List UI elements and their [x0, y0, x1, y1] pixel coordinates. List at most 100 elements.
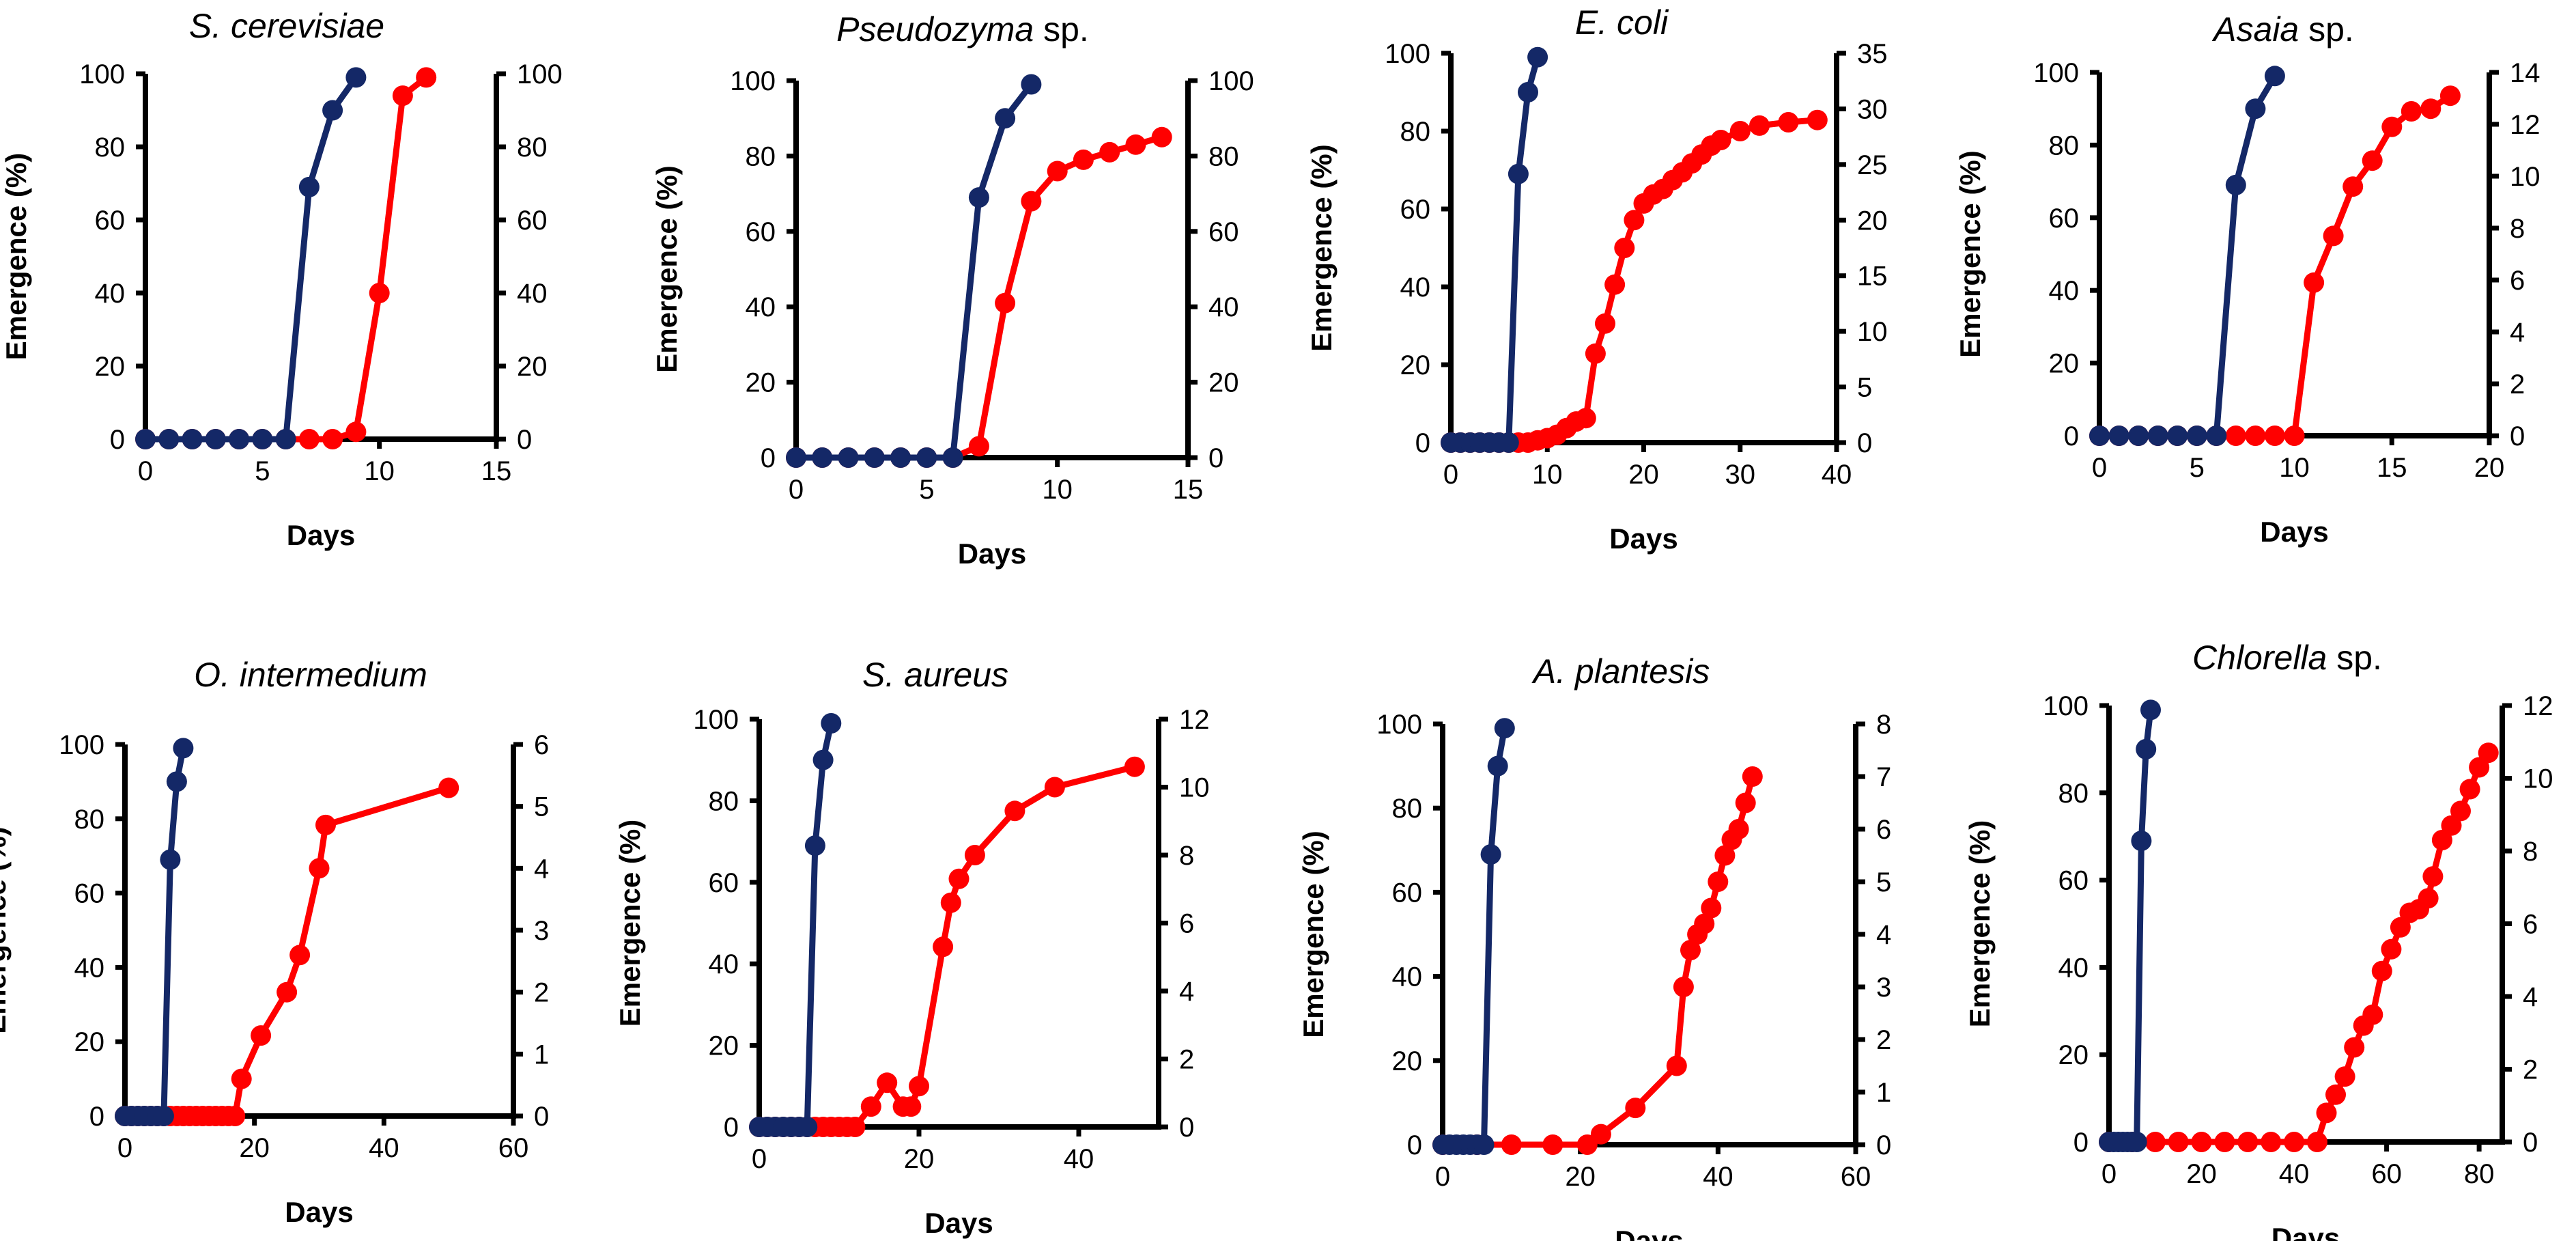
data-point-red: [2225, 426, 2246, 446]
data-point-red: [1807, 109, 1828, 130]
y-tick-label: 40: [2049, 276, 2080, 306]
y2-tick-label: 2: [534, 978, 549, 1008]
data-point-red: [2325, 1084, 2346, 1105]
data-point-red: [2168, 1132, 2189, 1152]
y-axis-label: Emergence (%): [1305, 144, 1337, 351]
data-point-blue: [229, 429, 250, 449]
y-tick-label: 40: [95, 279, 126, 309]
data-point-red: [2304, 272, 2325, 293]
data-point-red: [2381, 938, 2402, 960]
data-point-blue: [153, 1106, 174, 1126]
data-point-red: [1585, 343, 1606, 364]
x-tick-label: 5: [255, 456, 270, 486]
data-point-red: [2381, 116, 2403, 137]
y2-tick-label: 6: [2510, 266, 2525, 296]
y-tick-label: 20: [746, 368, 776, 398]
data-point-red: [2237, 1132, 2259, 1152]
data-point-blue: [2186, 426, 2207, 446]
y2-tick-label: 4: [534, 854, 549, 884]
data-point-blue: [1518, 82, 1538, 102]
series-line-blue: [1439, 725, 1508, 1148]
data-point-blue: [838, 447, 859, 468]
y2-tick-label: 100: [1208, 66, 1254, 96]
y2-tick-label: 8: [1876, 710, 1891, 740]
data-point-blue: [2140, 699, 2161, 721]
chart-panel: Chlorella sp. 0 20 40 60 80 100 0 2 4 6 8 10 12 0 20 40 6…: [1964, 639, 2553, 1241]
data-point-red: [309, 858, 330, 879]
y-tick-label: 0: [2073, 1128, 2089, 1158]
y2-tick-label: 10: [1179, 773, 1210, 803]
data-point-red: [231, 1068, 252, 1089]
data-point-blue: [298, 176, 320, 197]
data-point-blue: [275, 429, 296, 449]
data-point-blue: [2206, 426, 2227, 446]
chart-title: Chlorella sp.: [2192, 639, 2382, 677]
data-point-red: [2343, 176, 2364, 197]
y2-tick-label: 25: [1857, 150, 1888, 180]
y-tick-label: 40: [74, 953, 105, 983]
data-point-red: [933, 936, 954, 958]
data-point-red: [2362, 1004, 2383, 1025]
y-tick-label: 100: [79, 59, 125, 89]
x-tick-label: 30: [1725, 460, 1756, 490]
y2-tick-label: 0: [1208, 443, 1223, 473]
data-point-red: [1701, 897, 1722, 919]
data-point-red: [369, 283, 390, 303]
y2-tick-label: 0: [2523, 1128, 2538, 1158]
y-axis-label: Emergence (%): [614, 820, 646, 1027]
data-point-red: [2371, 960, 2392, 981]
data-point-red: [2420, 98, 2441, 120]
y-tick-label: 0: [761, 443, 776, 473]
data-point-red: [2264, 426, 2285, 446]
y-axis-label: Emergence (%): [0, 153, 32, 360]
y2-tick-label: 60: [517, 206, 548, 236]
x-tick-label: 40: [1064, 1144, 1094, 1174]
y2-tick-label: 7: [1876, 762, 1891, 792]
data-point-blue: [864, 447, 885, 468]
data-point-red: [2469, 757, 2490, 778]
x-tick-label: 80: [2464, 1159, 2495, 1189]
x-tick-label: 60: [498, 1133, 529, 1163]
y2-tick-label: 1: [1876, 1078, 1891, 1108]
data-point-blue: [2128, 426, 2149, 446]
y-tick-label: 20: [1392, 1046, 1423, 1076]
data-point-blue: [968, 187, 989, 208]
y-tick-label: 100: [2033, 58, 2079, 88]
data-point-blue: [160, 849, 181, 870]
y2-tick-label: 8: [1179, 841, 1194, 871]
data-point-blue: [252, 429, 273, 449]
data-point-red: [1708, 872, 1729, 892]
data-point-blue: [1494, 718, 1515, 739]
series-line-red: [142, 74, 429, 443]
data-point-red: [298, 429, 320, 449]
y-tick-label: 20: [1400, 350, 1431, 380]
chart-panel: S. cerevisiae 0 20 40 60 80 100 0 20 40 60 80 100 0 5 1…: [0, 7, 563, 551]
data-point-red: [315, 814, 336, 835]
x-axis-label: Days: [958, 538, 1026, 570]
data-point-blue: [2126, 1132, 2147, 1152]
y-tick-label: 60: [709, 868, 739, 898]
x-tick-label: 10: [1532, 460, 1563, 490]
y2-tick-label: 2: [1876, 1025, 1891, 1055]
y2-tick-label: 2: [2523, 1055, 2538, 1085]
y-tick-label: 80: [95, 133, 126, 163]
data-point-blue: [322, 100, 343, 121]
x-tick-label: 20: [239, 1133, 270, 1163]
y2-tick-label: 30: [1857, 94, 1888, 124]
data-point-red: [1778, 112, 1799, 133]
x-axis-label: Days: [287, 519, 355, 551]
data-point-red: [2323, 225, 2344, 247]
data-point-red: [2316, 1102, 2337, 1124]
chart-title-suffix: sp.: [2299, 10, 2354, 48]
data-point-red: [2284, 1132, 2305, 1152]
data-point-blue: [1498, 432, 1519, 453]
data-point-red: [909, 1076, 929, 1097]
data-point-red: [1749, 115, 1770, 136]
y2-tick-label: 6: [2523, 910, 2538, 940]
y2-tick-label: 6: [1876, 815, 1891, 845]
y2-tick-label: 4: [1876, 920, 1891, 950]
y-tick-label: 0: [724, 1113, 739, 1143]
data-point-red: [1125, 134, 1146, 155]
data-point-red: [1124, 756, 1145, 777]
